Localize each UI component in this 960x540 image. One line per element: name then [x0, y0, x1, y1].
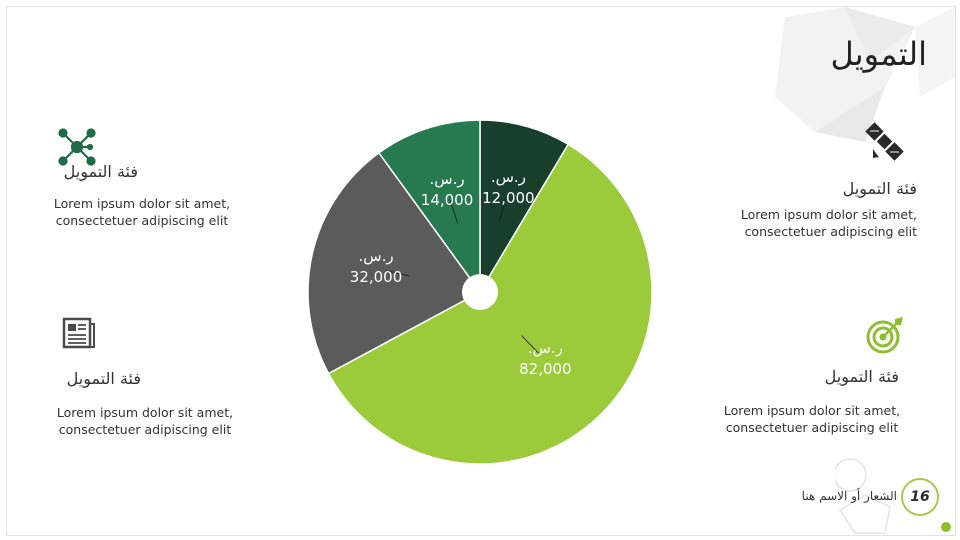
slice-value-label: 12,000 [482, 189, 535, 208]
body-line: Lorem ipsum dolor sit amet, [53, 196, 231, 211]
body-line: Lorem ipsum dolor sit amet, [723, 403, 901, 418]
pie-slice-label: ر.س. 32,000 [336, 246, 416, 288]
info-block-bottom-left: فئة التمويل Lorem ipsum dolor sit amet, … [52, 369, 292, 438]
currency-label: ر.س. [358, 247, 394, 266]
info-block-top-right: فئة التمويل Lorem ipsum dolor sit amet, … [707, 179, 917, 240]
info-block-bottom-right: فئة التمويل Lorem ipsum dolor sit amet, … [707, 367, 917, 436]
newspaper-icon [62, 317, 95, 349]
decorative-rings [835, 458, 951, 534]
pie-slice [307, 151, 482, 375]
label-leader-line [521, 335, 539, 354]
body-line: consectetuer adipiscing elit [744, 224, 917, 239]
label-leader-line [386, 270, 410, 277]
pie-slice-label: ر.س. 12,000 [468, 167, 548, 209]
block-body: Lorem ipsum dolor sit amet, consectetuer… [52, 404, 238, 438]
footer-logo-text: الشعار أو الاسم هنا [801, 489, 897, 503]
body-line: consectetuer adipiscing elit [58, 422, 232, 437]
pie-slice-label: ر.س. 14,000 [407, 169, 487, 211]
slice-value-label: 32,000 [349, 268, 403, 287]
currency-label: ر.س. [527, 339, 563, 358]
slide: التمويل فئة التمويل Lorem ipsum dolor si… [6, 6, 956, 536]
block-heading: فئة التمويل [66, 369, 141, 388]
currency-label: ر.س. [490, 168, 526, 187]
target-icon [866, 317, 903, 354]
network-icon [58, 128, 96, 166]
slide-title: التمويل [830, 35, 927, 73]
block-body: Lorem ipsum dolor sit amet, consectetuer… [52, 195, 232, 229]
body-line: consectetuer adipiscing elit [725, 420, 899, 435]
slice-value-label: 82,000 [519, 360, 572, 379]
body-line: consectetuer adipiscing elit [55, 213, 229, 228]
label-leader-line [498, 199, 507, 223]
donut-hole [462, 274, 498, 310]
slice-value-label: 14,000 [420, 190, 474, 209]
body-line: Lorem ipsum dolor sit amet, [740, 207, 917, 222]
block-body: Lorem ipsum dolor sit amet, consectetuer… [707, 206, 917, 240]
block-heading: فئة التمويل [63, 162, 138, 181]
pie-slice-label: ر.س. 82,000 [505, 338, 585, 380]
funding-pie-chart [307, 119, 653, 465]
label-leader-line [449, 200, 459, 224]
info-block-top-left: فئة التمويل Lorem ipsum dolor sit amet, … [52, 162, 292, 229]
satellite-icon [865, 122, 904, 161]
decorative-geometric-shape [775, 7, 955, 142]
page-number: 16 [901, 478, 939, 516]
block-heading: فئة التمويل [824, 367, 899, 386]
pie-slice [479, 119, 570, 295]
block-heading: فئة التمويل [842, 179, 917, 198]
pie-slice [377, 119, 481, 295]
body-line: Lorem ipsum dolor sit amet, [56, 405, 234, 420]
currency-label: ر.س. [429, 169, 465, 188]
block-body: Lorem ipsum dolor sit amet, consectetuer… [707, 402, 917, 436]
